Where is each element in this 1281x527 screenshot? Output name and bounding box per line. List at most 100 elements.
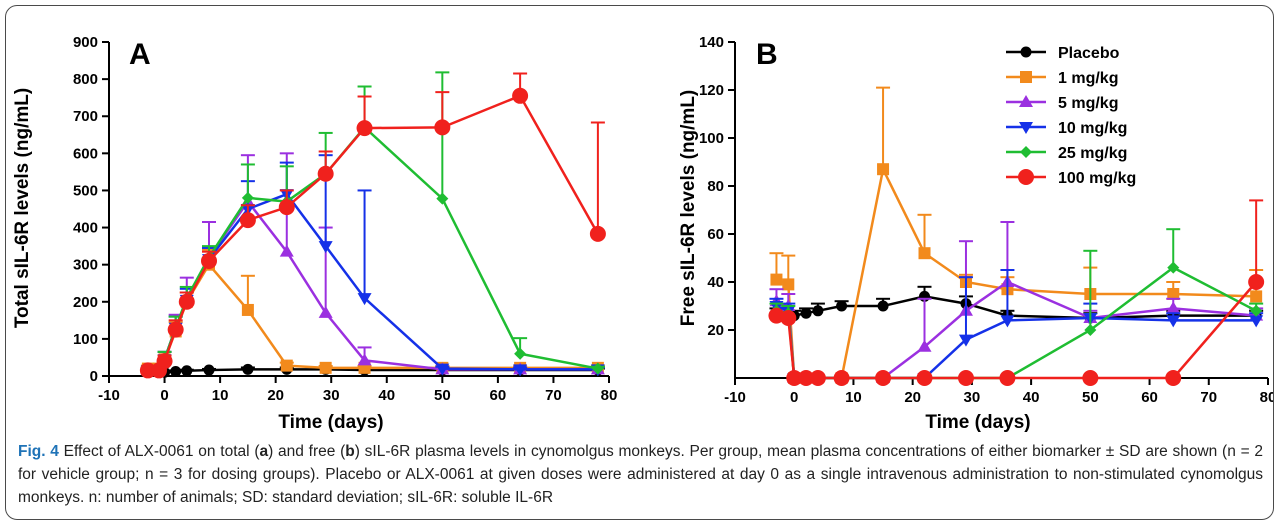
chart-a-series-line	[147, 199, 598, 371]
chart-a-x-tick-label: 70	[545, 387, 562, 404]
chart-a: A Time (days) Total sIL-6R levels (ng/mL…	[12, 34, 617, 433]
legend-marker	[1019, 95, 1033, 107]
chart-a-x-tick-label: 50	[434, 387, 451, 404]
caption-panel-a-ref: a	[259, 443, 269, 460]
chart-a-y-tick-label: 300	[73, 257, 98, 274]
chart-b-data-point	[1167, 288, 1180, 300]
chart-a-series-line	[147, 125, 599, 371]
panel-a-xlabel: Time (days)	[278, 412, 383, 433]
chart-b-data-point	[875, 370, 892, 386]
chart-b-data-point	[812, 305, 824, 317]
chart-a-x-tick-label: -10	[98, 387, 120, 404]
chart-a-data-point	[319, 361, 332, 374]
chart-b-x-tick-label: 20	[904, 389, 921, 406]
chart-a-data-point	[156, 353, 173, 370]
chart-b-data-point	[1167, 261, 1180, 274]
chart-b-data-point	[1165, 370, 1182, 386]
chart-b-x-tick-label: 10	[845, 389, 862, 406]
caption-text-1: Effect of ALX-0061 on total (	[58, 443, 260, 460]
chart-a-y-tick-label: 200	[73, 294, 98, 311]
chart-a-data-point	[512, 87, 529, 104]
legend-marker	[1020, 71, 1032, 83]
chart-a-data-point	[279, 244, 294, 257]
chart-a-x-tick-label: 0	[160, 387, 168, 404]
chart-b-data-point	[877, 163, 890, 176]
chart-a-data-point	[139, 362, 156, 379]
chart-a-x-tick-label: 60	[490, 387, 507, 404]
chart-b-x-tick-label: 70	[1200, 389, 1217, 406]
chart-a-data-point	[357, 353, 372, 366]
chart-a-y-tick-label: 600	[73, 145, 98, 162]
chart-a-data-point	[436, 192, 449, 205]
chart-a-y-tick-label: 700	[73, 108, 98, 125]
chart-a-data-point	[278, 199, 295, 216]
chart-a-y-tick-label: 500	[73, 182, 98, 199]
caption-text-2: ) and free (	[268, 443, 346, 460]
chart-a-data-point	[434, 119, 451, 136]
chart-b-y-tick-label: 80	[707, 178, 724, 195]
chart-b-y-tick-label: 60	[707, 226, 724, 243]
chart-a-data-point	[356, 120, 373, 137]
chart-a-series-line	[147, 94, 599, 372]
chart-b-x-tick-label: 30	[964, 389, 981, 406]
chart-a-series-line	[147, 262, 598, 370]
chart-a-x-tick-label: 20	[267, 387, 284, 404]
chart-b-x-tick-label: 60	[1141, 389, 1158, 406]
chart-a-data-point	[589, 225, 606, 242]
chart-b-y-tick-label: 140	[699, 34, 724, 51]
figure-frame: A Time (days) Total sIL-6R levels (ng/mL…	[5, 5, 1274, 520]
chart-b-data-point	[877, 300, 889, 312]
legend-label: 5 mg/kg	[1058, 95, 1118, 112]
chart-b-x-tick-label: 80	[1260, 389, 1274, 406]
chart-b-data-point	[786, 370, 803, 386]
chart-a-data-point	[591, 362, 604, 375]
chart-a-data-point	[317, 165, 334, 182]
chart-b-data-point	[1000, 315, 1015, 328]
chart-b-data-point	[1084, 324, 1097, 336]
chart-b-x-tick-label: -10	[724, 389, 746, 406]
chart-b-x-tick-label: 0	[790, 389, 798, 406]
chart-b-data-point	[1250, 290, 1263, 303]
figure-caption: Fig. 4 Effect of ALX-0061 on total (a) a…	[18, 440, 1263, 509]
chart-b-data-point	[836, 300, 848, 312]
chart-a-data-point	[435, 363, 450, 376]
legend-label: 10 mg/kg	[1058, 120, 1127, 137]
panel-b-xlabel: Time (days)	[925, 412, 1030, 433]
chart-a-data-point	[241, 191, 254, 204]
chart-b-y-tick-label: 20	[707, 322, 724, 339]
chart-b-series-line	[776, 281, 1258, 380]
chart-b-data-point	[1166, 301, 1181, 314]
figure-charts: A Time (days) Total sIL-6R levels (ng/mL…	[12, 34, 1274, 433]
chart-b-data-point	[782, 278, 795, 291]
chart-a-series-100-mg-kg	[139, 72, 606, 379]
chart-b-data-point	[798, 370, 815, 386]
chart-b-data-point	[958, 334, 973, 347]
chart-b-data-point	[916, 370, 933, 386]
legend-marker	[1020, 146, 1032, 158]
panel-a-label: A	[129, 38, 151, 71]
legend-marker	[1020, 46, 1032, 58]
chart-b-data-point	[770, 273, 783, 286]
chart-a-series-25-mg-kg	[140, 71, 605, 376]
chart-b-data-point	[809, 370, 826, 386]
chart-b-y-tick-label: 100	[699, 130, 724, 147]
chart-b-data-point	[999, 370, 1016, 386]
chart-b-data-point	[833, 370, 850, 386]
chart-b-data-point	[1082, 370, 1099, 386]
legend-label: 25 mg/kg	[1058, 145, 1127, 162]
chart-b-data-point	[917, 339, 932, 352]
chart-a-x-tick-label: 10	[212, 387, 229, 404]
chart-a-data-point	[357, 293, 372, 306]
chart-a-data-point	[241, 303, 254, 316]
panel-a-ylabel: Total sIL-6R levels (ng/mL)	[12, 88, 33, 328]
chart-a-x-tick-label: 40	[378, 387, 395, 404]
chart-a-series-line	[147, 192, 598, 372]
chart-a-data-point	[178, 293, 195, 310]
chart-b-data-point	[957, 370, 974, 386]
chart-b-series-1-mg-kg	[769, 86, 1264, 384]
legend-label: 1 mg/kg	[1058, 70, 1118, 87]
panel-b-label: B	[756, 38, 778, 71]
chart-a-data-point	[201, 252, 217, 269]
chart-b-data-point	[1248, 274, 1265, 290]
chart-b-data-point	[1166, 315, 1181, 328]
